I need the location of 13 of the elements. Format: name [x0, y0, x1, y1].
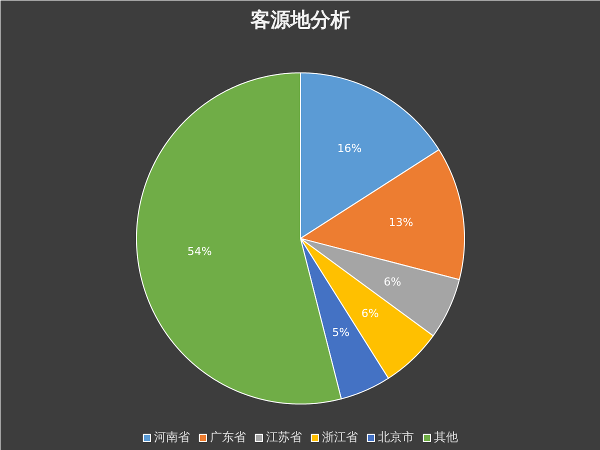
data-label: 6% — [361, 306, 379, 320]
data-label: 54% — [187, 244, 212, 258]
legend-label: 河南省 — [154, 429, 190, 446]
legend-label: 广东省 — [210, 429, 246, 446]
legend-label: 浙江省 — [322, 429, 358, 446]
legend-label: 江苏省 — [266, 429, 302, 446]
data-label: 6% — [384, 276, 402, 289]
chart-title: 客源地分析 — [250, 8, 350, 32]
data-label: 16% — [337, 142, 362, 155]
legend-label: 其他 — [434, 429, 458, 446]
data-label: 13% — [388, 216, 414, 229]
legend-label: 北京市 — [378, 429, 414, 446]
data-label: 5% — [332, 326, 350, 340]
